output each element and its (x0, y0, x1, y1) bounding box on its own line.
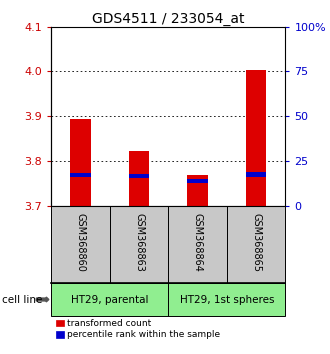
Title: GDS4511 / 233054_at: GDS4511 / 233054_at (92, 12, 245, 25)
Bar (129, 151, 149, 206)
Text: GSM368864: GSM368864 (193, 213, 203, 272)
Bar (110, 206, 168, 283)
Bar (168, 206, 227, 283)
Bar (51, 206, 110, 283)
Text: cell line: cell line (2, 295, 42, 304)
Bar (246, 172, 266, 177)
Bar (70, 119, 91, 206)
Text: HT29, 1st spheres: HT29, 1st spheres (180, 295, 274, 304)
Bar (168, 283, 285, 316)
Bar (187, 176, 208, 206)
Bar (70, 173, 91, 177)
Legend: transformed count, percentile rank within the sample: transformed count, percentile rank withi… (56, 319, 220, 339)
Bar (227, 206, 285, 283)
Bar (187, 179, 208, 183)
Text: GSM368863: GSM368863 (134, 213, 144, 272)
Text: GSM368865: GSM368865 (251, 213, 261, 272)
Text: GSM368860: GSM368860 (76, 213, 85, 272)
Bar (51, 283, 168, 316)
Bar (246, 70, 266, 206)
Bar (129, 174, 149, 178)
Text: HT29, parental: HT29, parental (71, 295, 148, 304)
